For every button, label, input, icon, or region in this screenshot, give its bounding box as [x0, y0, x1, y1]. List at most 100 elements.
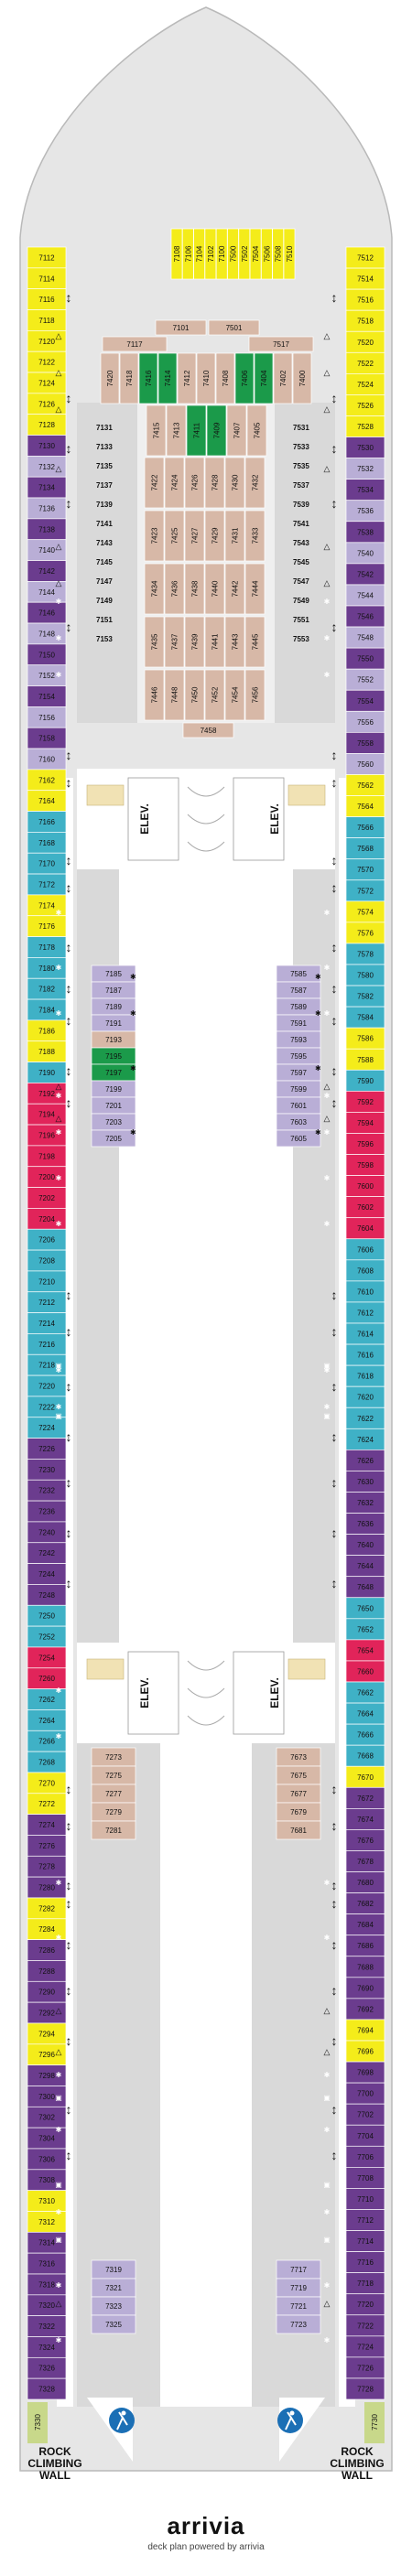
- cabin-7428[interactable]: 7428: [204, 457, 225, 509]
- cabin-7195[interactable]: 7195: [91, 1047, 136, 1065]
- cabin-7720[interactable]: 7720: [345, 2293, 385, 2316]
- cabin-7536[interactable]: 7536: [345, 500, 385, 523]
- rock-wall-cabin-port[interactable]: [27, 2402, 48, 2443]
- cabin-7690[interactable]: 7690: [345, 1977, 385, 1999]
- cabin-7632[interactable]: 7632: [345, 1492, 385, 1514]
- cabin-7164[interactable]: 7164: [27, 790, 67, 812]
- cabin-7441[interactable]: 7441: [204, 616, 225, 668]
- cabin-7679[interactable]: 7679: [276, 1802, 321, 1822]
- cabin-7592[interactable]: 7592: [345, 1091, 385, 1113]
- cabin-7452[interactable]: 7452: [204, 669, 225, 721]
- cabin-7415[interactable]: 7415: [146, 404, 167, 457]
- cabin-7141[interactable]: 7141: [96, 520, 113, 528]
- cabin-7252[interactable]: 7252: [27, 1625, 67, 1648]
- cabin-7582[interactable]: 7582: [345, 985, 385, 1008]
- cabin-7552[interactable]: 7552: [345, 668, 385, 691]
- cabin-7201[interactable]: 7201: [91, 1096, 136, 1115]
- cabin-7102[interactable]: 7102: [204, 228, 217, 280]
- cabin-7413[interactable]: 7413: [166, 404, 187, 457]
- cabin-7640[interactable]: 7640: [345, 1534, 385, 1556]
- cabin-7189[interactable]: 7189: [91, 997, 136, 1016]
- cabin-7414[interactable]: 7414: [157, 352, 178, 404]
- cabin-7425[interactable]: 7425: [164, 510, 185, 562]
- cabin-7248[interactable]: 7248: [27, 1584, 67, 1606]
- cabin-7598[interactable]: 7598: [345, 1154, 385, 1176]
- cabin-7130[interactable]: 7130: [27, 435, 67, 457]
- cabin-7501[interactable]: 7501: [208, 319, 260, 336]
- cabin-7454[interactable]: 7454: [224, 669, 245, 721]
- cabin-7206[interactable]: 7206: [27, 1228, 67, 1251]
- cabin-7664[interactable]: 7664: [345, 1702, 385, 1725]
- cabin-7236[interactable]: 7236: [27, 1500, 67, 1523]
- cabin-7648[interactable]: 7648: [345, 1576, 385, 1599]
- cabin-7520[interactable]: 7520: [345, 330, 385, 353]
- cabin-7533[interactable]: 7533: [293, 443, 309, 451]
- cabin-7270[interactable]: 7270: [27, 1772, 67, 1795]
- cabin-7147[interactable]: 7147: [96, 577, 113, 586]
- cabin-7590[interactable]: 7590: [345, 1069, 385, 1092]
- cabin-7604[interactable]: 7604: [345, 1217, 385, 1240]
- cabin-7532[interactable]: 7532: [345, 458, 385, 480]
- cabin-7670[interactable]: 7670: [345, 1765, 385, 1788]
- cabin-7444[interactable]: 7444: [244, 563, 266, 615]
- cabin-7450[interactable]: 7450: [184, 669, 205, 721]
- cabin-7316[interactable]: 7316: [27, 2252, 67, 2275]
- cabin-7698[interactable]: 7698: [345, 2061, 385, 2084]
- cabin-7682[interactable]: 7682: [345, 1892, 385, 1914]
- cabin-7274[interactable]: 7274: [27, 1814, 67, 1836]
- cabin-7443[interactable]: 7443: [224, 616, 245, 668]
- cabin-7666[interactable]: 7666: [345, 1723, 385, 1746]
- cabin-7458[interactable]: 7458: [182, 722, 234, 738]
- cabin-7131[interactable]: 7131: [96, 424, 113, 432]
- cabin-7524[interactable]: 7524: [345, 373, 385, 395]
- cabin-7712[interactable]: 7712: [345, 2209, 385, 2231]
- cabin-7694[interactable]: 7694: [345, 2019, 385, 2042]
- cabin-7198[interactable]: 7198: [27, 1145, 67, 1168]
- cabin-7400[interactable]: 7400: [292, 352, 312, 404]
- cabin-7188[interactable]: 7188: [27, 1040, 67, 1062]
- cabin-7708[interactable]: 7708: [345, 2167, 385, 2189]
- cabin-7116[interactable]: 7116: [27, 288, 67, 310]
- cabin-7328[interactable]: 7328: [27, 2377, 67, 2400]
- cabin-7276[interactable]: 7276: [27, 1835, 67, 1857]
- cabin-7680[interactable]: 7680: [345, 1871, 385, 1893]
- cabin-7409[interactable]: 7409: [206, 404, 227, 457]
- cabin-7553[interactable]: 7553: [293, 635, 309, 643]
- cabin-7166[interactable]: 7166: [27, 811, 67, 833]
- cabin-7660[interactable]: 7660: [345, 1660, 385, 1683]
- cabin-7278[interactable]: 7278: [27, 1855, 67, 1878]
- cabin-7692[interactable]: 7692: [345, 1998, 385, 2021]
- cabin-7440[interactable]: 7440: [204, 563, 225, 615]
- cabin-7608[interactable]: 7608: [345, 1259, 385, 1282]
- cabin-7304[interactable]: 7304: [27, 2127, 67, 2150]
- cabin-7112[interactable]: 7112: [27, 246, 67, 269]
- cabin-7185[interactable]: 7185: [91, 965, 136, 983]
- cabin-7420[interactable]: 7420: [100, 352, 120, 404]
- cabin-7537[interactable]: 7537: [293, 481, 309, 490]
- cabin-7323[interactable]: 7323: [91, 2296, 136, 2316]
- cabin-7726[interactable]: 7726: [345, 2356, 385, 2379]
- cabin-7210[interactable]: 7210: [27, 1270, 67, 1293]
- cabin-7286[interactable]: 7286: [27, 1939, 67, 1961]
- cabin-7578[interactable]: 7578: [345, 943, 385, 965]
- cabin-7626[interactable]: 7626: [345, 1450, 385, 1471]
- cabin-7508[interactable]: 7508: [272, 228, 285, 280]
- cabin-7226[interactable]: 7226: [27, 1438, 67, 1460]
- cabin-7512[interactable]: 7512: [345, 246, 385, 269]
- cabin-7595[interactable]: 7595: [276, 1047, 321, 1065]
- cabin-7624[interactable]: 7624: [345, 1428, 385, 1450]
- cabin-7445[interactable]: 7445: [244, 616, 266, 668]
- cabin-7534[interactable]: 7534: [345, 479, 385, 501]
- cabin-7264[interactable]: 7264: [27, 1709, 67, 1731]
- cabin-7548[interactable]: 7548: [345, 626, 385, 649]
- cabin-7677[interactable]: 7677: [276, 1784, 321, 1804]
- cabin-7585[interactable]: 7585: [276, 965, 321, 983]
- cabin-7544[interactable]: 7544: [345, 584, 385, 607]
- cabin-7193[interactable]: 7193: [91, 1030, 136, 1049]
- cabin-7675[interactable]: 7675: [276, 1765, 321, 1785]
- cabin-7448[interactable]: 7448: [164, 669, 185, 721]
- cabin-7572[interactable]: 7572: [345, 879, 385, 902]
- cabin-7535[interactable]: 7535: [293, 462, 309, 470]
- cabin-7606[interactable]: 7606: [345, 1238, 385, 1261]
- cabin-7594[interactable]: 7594: [345, 1112, 385, 1134]
